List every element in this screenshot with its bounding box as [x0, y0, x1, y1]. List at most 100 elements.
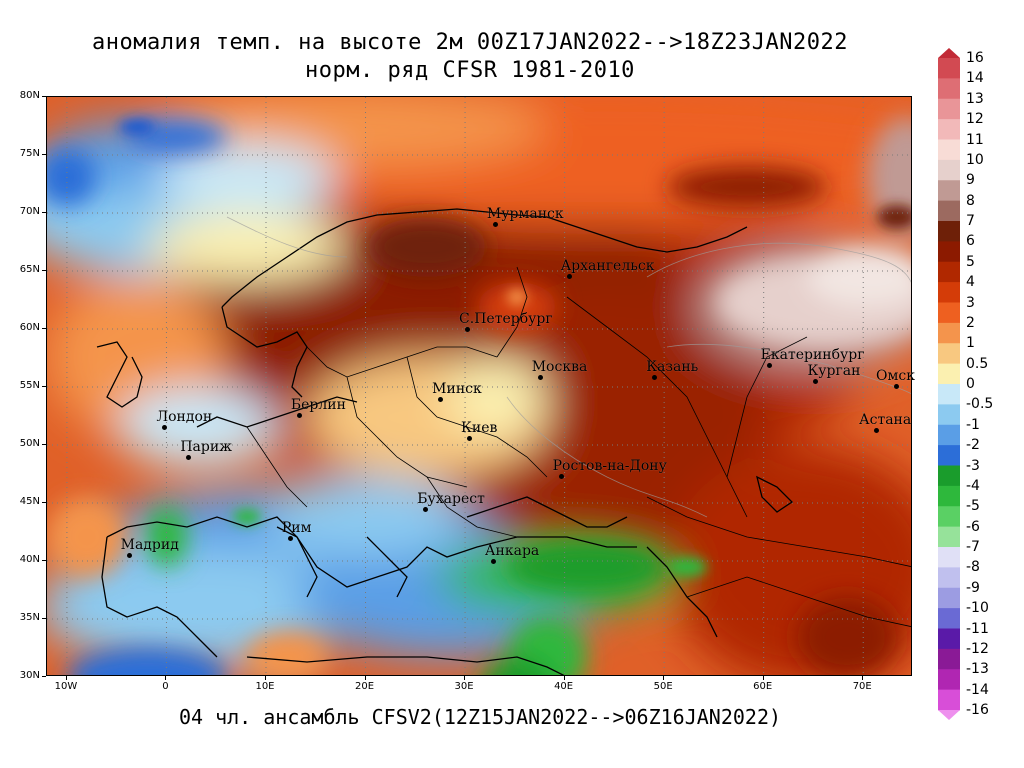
color-scale-segment	[938, 363, 960, 385]
city-dot	[186, 454, 192, 460]
longitude-tick	[862, 676, 864, 680]
color-scale-label: -12	[966, 640, 989, 657]
longitude-label: 20E	[354, 681, 375, 692]
city-label: Курган	[807, 363, 861, 380]
color-scale-label: 11	[966, 131, 984, 148]
color-scale-label: -1	[966, 416, 980, 433]
color-scale-segment	[938, 343, 960, 365]
city-label: Архангельск	[560, 257, 655, 274]
color-scale-segment	[938, 119, 960, 140]
color-scale-label: 1	[966, 335, 975, 352]
color-scale-segment	[938, 322, 960, 344]
color-scale-label: 4	[966, 274, 975, 291]
latitude-label: 55N	[19, 380, 40, 391]
latitude-tick	[42, 270, 46, 271]
color-scale-segment	[938, 78, 960, 100]
latitude-label: 30N	[19, 670, 40, 681]
color-scale-label: 13	[966, 90, 984, 107]
color-scale-label: -6	[966, 518, 980, 535]
anomaly-map	[46, 96, 912, 676]
color-scale-label: 8	[966, 192, 975, 209]
latitude-label: 75N	[19, 148, 40, 159]
color-scale-label: -16	[966, 702, 989, 718]
latitude-tick	[42, 502, 46, 503]
color-scale-segment	[938, 424, 960, 446]
country-borders	[246, 266, 911, 627]
color-scale-label: -4	[966, 477, 980, 494]
city-label: Бухарест	[417, 490, 485, 507]
city-label: С.Петербург	[459, 311, 553, 328]
city-label: Париж	[180, 438, 233, 455]
color-scale-segment	[938, 98, 960, 120]
color-scale-segment	[938, 465, 960, 487]
city-dot	[874, 428, 880, 434]
city-dot	[813, 379, 819, 385]
color-scale-segment	[938, 282, 960, 303]
longitude-label: 50E	[653, 681, 673, 692]
longitude-label: 10W	[54, 681, 78, 692]
city-label: Анкара	[484, 543, 540, 560]
color-scale-label: 10	[966, 151, 984, 168]
city-dot	[894, 384, 900, 389]
color-scale-label: -5	[966, 498, 980, 515]
latitude-tick	[42, 328, 46, 329]
color-scale-label: -10	[966, 600, 989, 617]
color-scale-label: -14	[966, 681, 989, 698]
color-scale-segment	[938, 506, 960, 528]
color-scale-label: -0.5	[966, 396, 994, 413]
latitude-tick	[42, 96, 46, 97]
city-dot	[566, 273, 572, 279]
color-scale-label: 12	[966, 111, 984, 128]
longitude-tick	[65, 676, 67, 680]
latitude-label: 45N	[19, 496, 40, 507]
coastlines	[96, 208, 794, 675]
latitude-label: 65N	[19, 264, 40, 275]
city-dot	[126, 553, 132, 559]
color-scale-label: 7	[966, 213, 975, 229]
color-scale-label: 5	[966, 253, 975, 270]
color-scale-segment	[938, 159, 960, 181]
color-scale-segment	[938, 384, 960, 405]
color-scale-segment	[938, 445, 960, 466]
color-scale-bottom-arrow	[938, 710, 960, 720]
city-dot	[558, 474, 564, 480]
longitude-tick	[464, 676, 466, 680]
color-scale-label: 3	[966, 294, 975, 311]
city-label: Екатеринбург	[760, 347, 865, 364]
map-subtitle: норм. ряд CFSR 1981-2010	[305, 58, 635, 83]
city-dot	[287, 535, 293, 541]
color-scale-segment	[938, 485, 960, 507]
city-label: Мадрид	[120, 537, 179, 554]
city-label: Минск	[432, 380, 482, 397]
city-dot	[423, 506, 429, 512]
longitude-tick	[563, 676, 565, 680]
color-scale-label: 0.5	[966, 355, 989, 372]
color-scale-segment	[938, 302, 960, 324]
longitude-label: 40E	[554, 681, 574, 692]
latitude-tick	[42, 676, 46, 677]
color-scale-segment	[938, 221, 960, 242]
map-title: аномалия темп. на высоте 2м 00Z17JAN2022…	[92, 30, 848, 55]
longitude-tick	[165, 676, 167, 680]
latitude-tick	[42, 444, 46, 445]
color-scale-segment	[938, 58, 960, 79]
color-scale-segment	[938, 628, 960, 650]
city-label: Берлин	[290, 397, 346, 413]
city-label: Рим	[281, 519, 312, 536]
city-label: Мурманск	[486, 205, 564, 222]
color-scale-segment	[938, 241, 960, 263]
city-dot	[296, 413, 302, 418]
latitude-tick	[42, 560, 46, 561]
color-scale-segment	[938, 689, 960, 711]
color-scale-label: -8	[966, 559, 980, 576]
color-scale-label: 0	[966, 376, 975, 392]
color-scale-label: -3	[966, 457, 980, 474]
longitude-label: 10E	[255, 681, 275, 692]
longitude-label: 0	[162, 681, 169, 692]
color-scale-segment	[938, 608, 960, 629]
latitude-label: 35N	[19, 612, 40, 623]
anomaly-contours	[226, 216, 911, 518]
city-label: Астана	[859, 412, 912, 429]
color-scale-segment	[938, 669, 960, 691]
color-scale-segment	[938, 648, 960, 670]
